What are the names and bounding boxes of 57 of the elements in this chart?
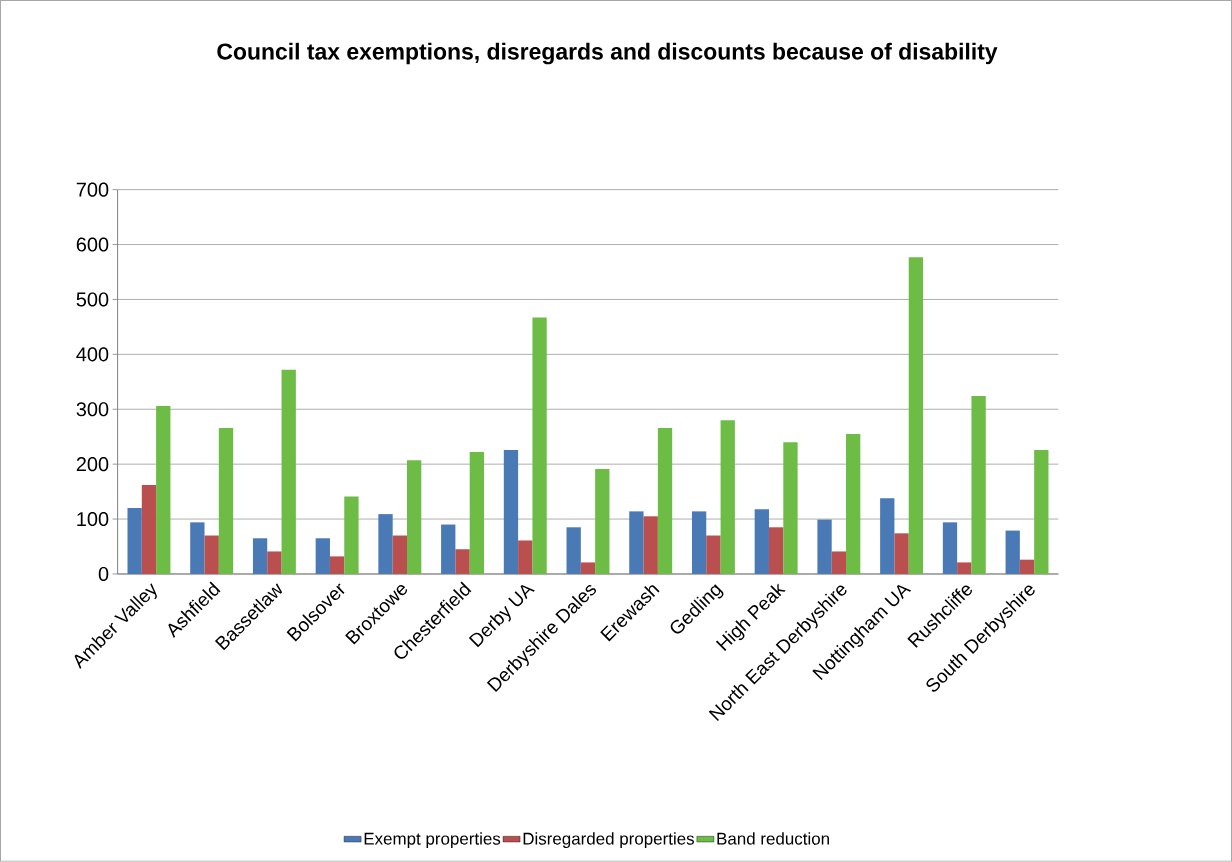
bar [957,562,972,575]
bar [846,434,861,575]
bar [831,551,847,575]
y-tick-label: 200 [76,457,109,472]
bar [156,406,171,575]
bar [1034,450,1049,575]
bar [691,511,707,575]
bar [469,452,485,575]
bar [455,549,470,575]
bar [127,508,142,575]
bar [441,524,456,575]
bar [566,527,581,575]
y-tick-label: 500 [76,292,109,307]
bar [190,522,205,575]
bar [706,535,721,575]
y-tick-label: 0 [98,567,109,582]
bar [657,428,673,575]
bar [894,533,909,575]
bar [378,514,393,575]
bar [768,527,784,575]
bar [595,469,610,575]
bar [329,556,345,575]
bar [315,538,330,575]
bar [218,428,234,575]
bar [532,317,547,575]
bar [817,519,832,575]
bar [1019,559,1035,575]
bar [1005,530,1020,575]
bar [783,442,798,575]
bar [518,540,533,575]
bar [281,369,296,575]
bar [629,511,644,575]
chart-title: Council tax exemptions, disregards and discounts because of disability [217,42,998,65]
bar [880,498,895,575]
bar [580,562,596,575]
bar [267,551,282,575]
bar [503,450,519,575]
bar [720,420,735,575]
bar [754,509,769,575]
bar [643,516,658,575]
bar [971,396,986,575]
bar [344,496,359,575]
bar [942,522,958,575]
bar [204,535,219,575]
y-tick-label: 100 [77,512,109,527]
y-tick-label: 400 [76,347,109,362]
legend-label: Band reduction [717,832,829,845]
bar [141,485,157,575]
bar [908,257,924,575]
y-tick-label: 600 [76,237,109,252]
legend-label: Disregarded properties [523,832,695,849]
y-tick-label: 700 [76,182,109,197]
bar [406,460,422,575]
legend-label: Exempt properties [364,832,501,849]
bar [392,535,407,575]
bar [252,538,268,575]
y-tick-label: 300 [76,402,109,417]
